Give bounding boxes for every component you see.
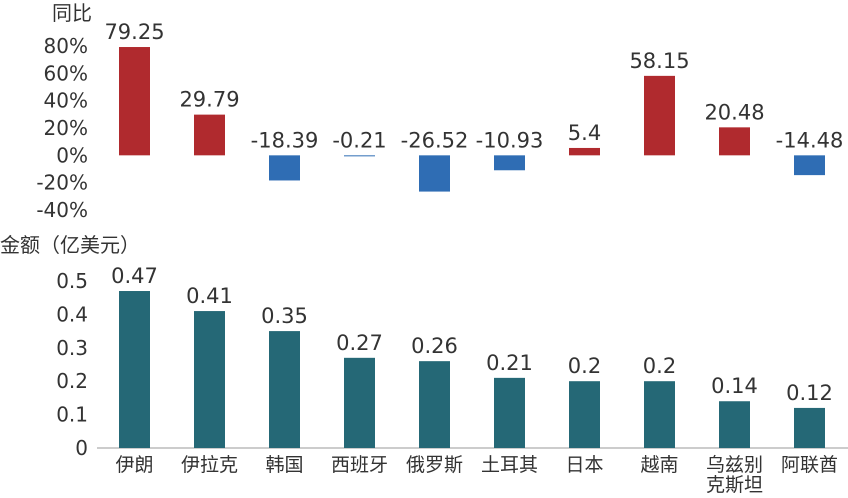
amount-bar: [269, 331, 300, 448]
yoy-value-label: 5.4: [568, 121, 601, 145]
yoy-y-tick-label: 60%: [44, 61, 88, 85]
yoy-value-label: 58.15: [629, 49, 689, 73]
yoy-value-label: -14.48: [776, 128, 844, 152]
yoy-bar: [194, 114, 225, 156]
category-label: 伊朗: [115, 454, 153, 476]
amount-bar: [494, 377, 525, 448]
yoy-y-tick-label: 20%: [44, 116, 88, 140]
yoy-bars: [119, 47, 825, 192]
amount-bar: [719, 401, 750, 448]
yoy-bar: [719, 127, 750, 156]
category-label: 乌兹别: [706, 454, 763, 476]
amount-value-label: 0.14: [711, 374, 758, 398]
category-label: 西班牙: [331, 454, 388, 476]
yoy-bar: [119, 47, 150, 156]
amount-bar-chart: 金额（亿美元） 0.5 0.4 0.3 0.2 0.1 0 0.47 0.41 0.35 0.2…: [0, 233, 848, 496]
amount-value-label: 0.41: [186, 284, 233, 308]
amount-y-tick-label: 0.3: [56, 336, 88, 360]
amount-bar: [194, 311, 225, 448]
amount-value-label: 0.12: [786, 381, 833, 405]
amount-y-ticks: 0.5 0.4 0.3 0.2 0.1 0: [56, 269, 88, 460]
amount-y-tick-label: 0.4: [56, 302, 88, 326]
amount-value-label: 0.35: [261, 304, 308, 328]
yoy-y-tick-label: -20%: [36, 171, 88, 195]
yoy-y-ticks: 80% 60% 40% 20% 0% -20% -40%: [36, 34, 88, 222]
amount-value-label: 0.2: [643, 354, 676, 378]
yoy-value-label: -26.52: [401, 128, 469, 152]
yoy-value-label: -18.39: [251, 128, 319, 152]
yoy-axis-title: 同比: [52, 1, 92, 25]
category-label: 克斯坦: [706, 474, 763, 493]
yoy-bar: [419, 155, 450, 192]
amount-value-labels: 0.47 0.41 0.35 0.27 0.26 0.21 0.2 0.2 0.14 0.12: [111, 264, 833, 405]
category-label: 日本: [565, 454, 603, 476]
yoy-bar: [269, 155, 300, 181]
yoy-bar-chart: 同比 80% 60% 40% 20% 0% -20% -40% 79.25 29.79 -18.…: [36, 1, 843, 222]
yoy-bar: [494, 155, 525, 171]
yoy-bar: [794, 155, 825, 176]
amount-value-label: 0.26: [411, 334, 458, 358]
yoy-value-label: -0.21: [332, 128, 386, 152]
yoy-bar: [569, 147, 600, 156]
yoy-value-label: -10.93: [476, 128, 544, 152]
yoy-value-label: 20.48: [704, 100, 764, 124]
category-label: 阿联酋: [781, 454, 838, 476]
yoy-value-label: 29.79: [179, 88, 239, 112]
yoy-y-tick-label: 0%: [56, 143, 88, 167]
amount-bar: [644, 381, 675, 448]
category-label: 土耳其: [481, 454, 538, 476]
amount-bar: [344, 357, 375, 448]
category-label: 韩国: [265, 454, 303, 476]
amount-bar: [794, 407, 825, 448]
amount-y-tick-label: 0: [75, 436, 88, 460]
yoy-bar: [644, 75, 675, 156]
yoy-y-tick-label: 40%: [44, 89, 88, 113]
category-label: 越南: [640, 454, 678, 476]
amount-value-label: 0.27: [336, 331, 383, 355]
amount-y-tick-label: 0.5: [56, 269, 88, 293]
yoy-y-tick-label: 80%: [44, 34, 88, 58]
amount-value-label: 0.2: [568, 354, 601, 378]
amount-y-tick-label: 0.1: [56, 403, 88, 427]
yoy-y-tick-label: -40%: [36, 198, 88, 222]
yoy-bar: [344, 155, 375, 157]
yoy-value-labels: 79.25 29.79 -18.39 -0.21 -26.52 -10.93 5.4 58.1…: [104, 20, 843, 152]
yoy-value-label: 79.25: [104, 20, 164, 44]
amount-bar: [569, 381, 600, 448]
category-label: 俄罗斯: [406, 454, 463, 476]
amount-y-tick-label: 0.2: [56, 369, 88, 393]
amount-axis-title: 金额（亿美元）: [0, 233, 140, 257]
amount-value-label: 0.21: [486, 351, 533, 375]
amount-bar: [419, 361, 450, 448]
amount-bar: [119, 291, 150, 448]
category-label: 伊拉克: [181, 454, 238, 476]
amount-bars: [119, 291, 825, 448]
amount-value-label: 0.47: [111, 264, 158, 288]
